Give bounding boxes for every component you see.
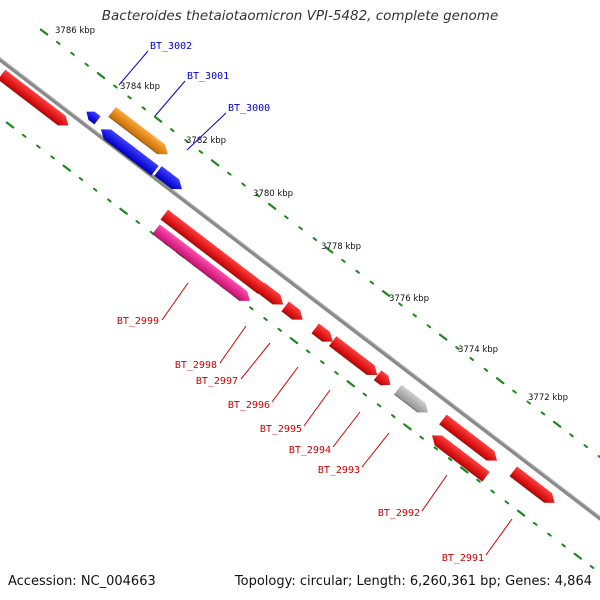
gene-label[interactable]: BT_2998 xyxy=(175,360,217,371)
gene-arrow[interactable] xyxy=(311,323,337,347)
gene-leader-line xyxy=(154,80,186,117)
tick-labels: 3786 kbp 3784 kbp 3782 kbp 3780 kbp 3778 kbp… xyxy=(55,26,568,403)
gene-arrow[interactable] xyxy=(373,370,394,389)
gene-leader-line xyxy=(161,282,189,321)
gene-leader-line xyxy=(219,325,247,364)
gene-labels: BT_3002 BT_3001 BT_3000 BT_2999 BT_2998 BT_29… xyxy=(117,41,513,564)
outer-tick-dots xyxy=(39,28,600,459)
gene-arrow[interactable] xyxy=(154,166,185,194)
gene-arrow[interactable] xyxy=(256,282,287,310)
gene-leader-line xyxy=(186,112,227,151)
gene-arrow[interactable] xyxy=(108,106,172,159)
genome-summary-text: Topology: circular; Length: 6,260,361 bp… xyxy=(234,574,592,589)
gene-leader-line xyxy=(240,342,271,380)
gene-label[interactable]: BT_2994 xyxy=(289,445,331,456)
gene-leader-line xyxy=(118,50,149,86)
gene-label[interactable]: BT_2997 xyxy=(196,376,238,387)
tick-label: 3782 kbp xyxy=(186,136,226,146)
gene-arrow[interactable] xyxy=(0,69,72,131)
gene-label[interactable]: BT_2993 xyxy=(318,465,360,476)
gene-label[interactable]: BT_2999 xyxy=(117,316,159,327)
tick-label: 3786 kbp xyxy=(55,26,95,36)
genome-backbone xyxy=(0,57,600,521)
gene-label[interactable]: BT_2995 xyxy=(260,424,302,435)
gene-arrow[interactable] xyxy=(428,431,490,482)
gene-leader-line xyxy=(271,366,299,403)
gene-arrow[interactable] xyxy=(152,224,253,305)
accession-text: Accession: NC_004663 xyxy=(8,574,156,589)
gene-arrow[interactable] xyxy=(160,209,272,298)
tick-label: 3784 kbp xyxy=(120,82,160,92)
gene-leader-line xyxy=(361,432,390,468)
gene-label[interactable]: BT_3001 xyxy=(187,71,229,82)
gene-label[interactable]: BT_3000 xyxy=(228,103,270,114)
gene-arrow[interactable] xyxy=(97,125,159,176)
gene-label[interactable]: BT_2991 xyxy=(442,553,484,564)
gene-leader-line xyxy=(332,411,361,448)
gene-features xyxy=(0,69,559,507)
gene-label[interactable]: BT_2992 xyxy=(378,508,420,519)
gene-arrow[interactable] xyxy=(328,336,381,380)
tick-label: 3772 kbp xyxy=(528,393,568,403)
inner-tick-dots xyxy=(5,121,595,569)
gene-leader-line xyxy=(421,474,448,512)
map-title: Bacteroides thetaiotaomicron VPI-5482, c… xyxy=(101,8,499,24)
tick-label: 3774 kbp xyxy=(458,345,498,355)
tick-label: 3778 kbp xyxy=(321,242,361,252)
gene-label[interactable]: BT_2996 xyxy=(228,400,270,411)
gene-arrow[interactable] xyxy=(509,466,559,507)
gene-arrow[interactable] xyxy=(83,108,101,125)
gene-label[interactable]: BT_3002 xyxy=(150,41,192,52)
tick-label: 3776 kbp xyxy=(389,294,429,304)
gene-leader-line xyxy=(485,518,513,556)
gene-leader-line xyxy=(303,389,331,427)
gene-arrow[interactable] xyxy=(393,384,431,418)
gene-arrow[interactable] xyxy=(281,301,307,325)
gene-arrow[interactable] xyxy=(438,414,500,466)
tick-label: 3780 kbp xyxy=(253,189,293,199)
